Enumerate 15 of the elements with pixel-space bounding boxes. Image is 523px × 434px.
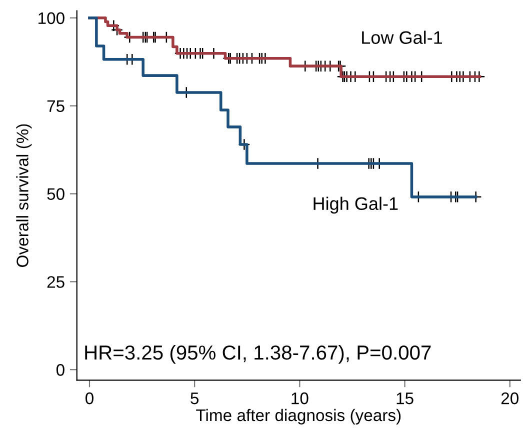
y-tick-label: 50 (47, 188, 64, 200)
x-axis-title: Time after diagnosis (years) (196, 408, 401, 424)
x-tick-label: 10 (292, 392, 308, 404)
y-tick-label: 0 (56, 364, 64, 376)
x-tick-label: 5 (190, 392, 199, 404)
y-tick-label: 100 (38, 12, 64, 24)
x-tick-label: 15 (396, 392, 414, 404)
series-label: Low Gal-1 (362, 30, 442, 44)
y-tick-label: 75 (47, 100, 64, 112)
y-tick-label: 25 (47, 276, 64, 288)
x-tick-label: 20 (501, 392, 518, 404)
y-axis-title: Overall survival (%) (16, 124, 32, 267)
annotation: HR=3.25 (95% CI, 1.38-7.67), P=0.007 (85, 344, 431, 364)
series-label: High Gal-1 (314, 196, 398, 214)
x-tick-label: 0 (86, 392, 94, 404)
